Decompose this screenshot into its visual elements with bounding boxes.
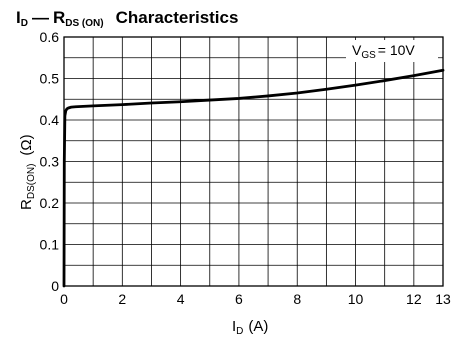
y-tick-label: 0.2 [40,195,60,211]
x-tick-label: 8 [293,291,301,307]
y-tick-label: 0.6 [40,29,60,45]
series-layer [62,68,445,288]
x-tick-label: 6 [235,291,243,307]
chart-title: ID — RDS (ON) Characteristics [16,8,238,29]
y-tick-labels: 0 0.1 0.2 0.3 0.4 0.5 0.6 [40,29,60,294]
annotation-background [346,40,438,62]
title-rds-subscript: DS (ON) [65,18,103,29]
y-tick-label: 0.1 [40,237,60,253]
y-tick-label: 0.5 [40,71,60,87]
x-tick-label: 2 [118,291,126,307]
title-id-subscript: D [21,18,28,29]
series-line [62,68,445,288]
grid [64,37,443,286]
y-tick-label: 0.4 [40,112,60,128]
x-tick-label: 4 [177,291,185,307]
x-tick-label: 10 [348,291,364,307]
x-tick-labels: 0 2 4 6 8 10 12 13 [60,291,451,307]
y-axis-label-unit: (Ω) [18,134,35,155]
title-dash: — [32,8,49,27]
annotation-vgs-subscript: GS [361,50,376,61]
x-tick-label: 0 [60,291,68,307]
x-tick-label: 13 [435,291,451,307]
annotation-vgs-symbol: V [352,42,362,58]
y-axis-label-symbol: R [18,199,35,210]
y-tick-label: 0 [51,278,59,294]
x-tick-label: 12 [406,291,422,307]
x-axis-label-symbol: I [232,318,236,335]
title-rds-symbol: R [53,8,65,27]
y-tick-label: 0.3 [40,154,60,170]
y-axis-label: RDS(ON) (Ω) [18,134,37,210]
y-axis-label-subscript: DS(ON) [26,164,37,200]
title-id-symbol: I [16,8,21,27]
x-axis-label: ID (A) [232,318,268,337]
title-suffix: Characteristics [116,8,239,27]
annotation-vgs: VGS = 10V [352,42,415,61]
x-axis-label-subscript: D [236,326,243,337]
x-axis-label-unit: (A) [248,318,268,335]
annotation-vgs-value: = 10V [378,42,416,58]
